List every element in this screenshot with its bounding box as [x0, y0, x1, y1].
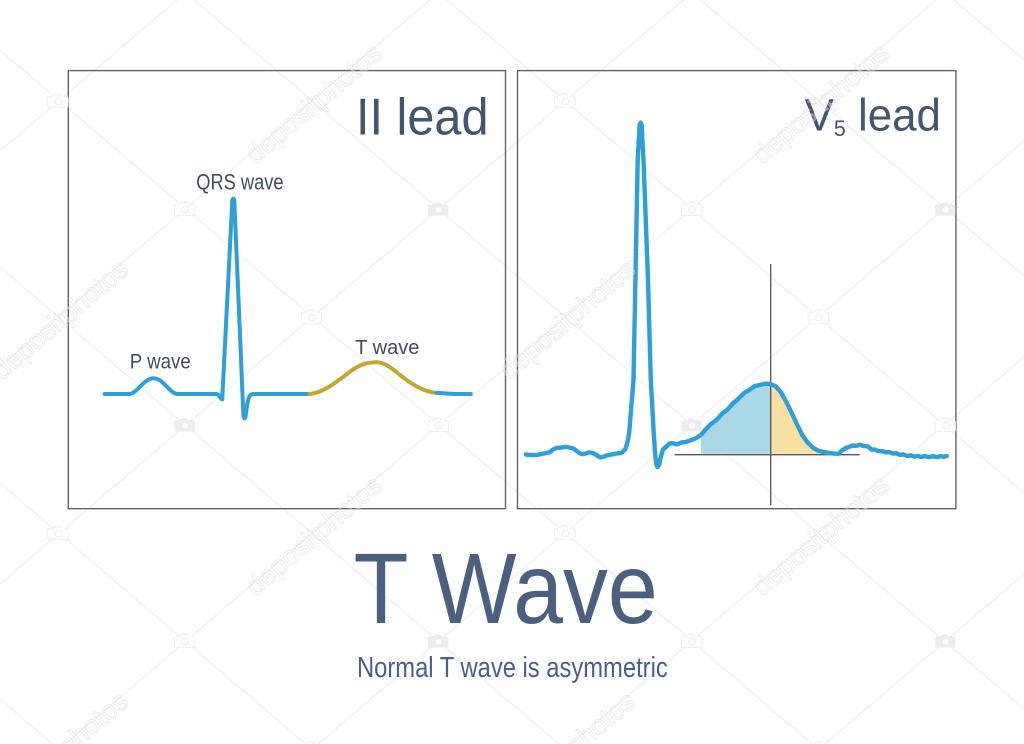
svg-text:P wave: P wave	[130, 350, 191, 373]
svg-text:QRS wave: QRS wave	[196, 171, 283, 195]
svg-text:II lead: II lead	[356, 88, 489, 146]
svg-text:V5 lead: V5 lead	[805, 91, 941, 141]
svg-text:T wave: T wave	[355, 337, 419, 359]
svg-text:Normal T wave is asymmetric: Normal T wave is asymmetric	[357, 651, 668, 684]
svg-text:T Wave: T Wave	[354, 533, 658, 645]
